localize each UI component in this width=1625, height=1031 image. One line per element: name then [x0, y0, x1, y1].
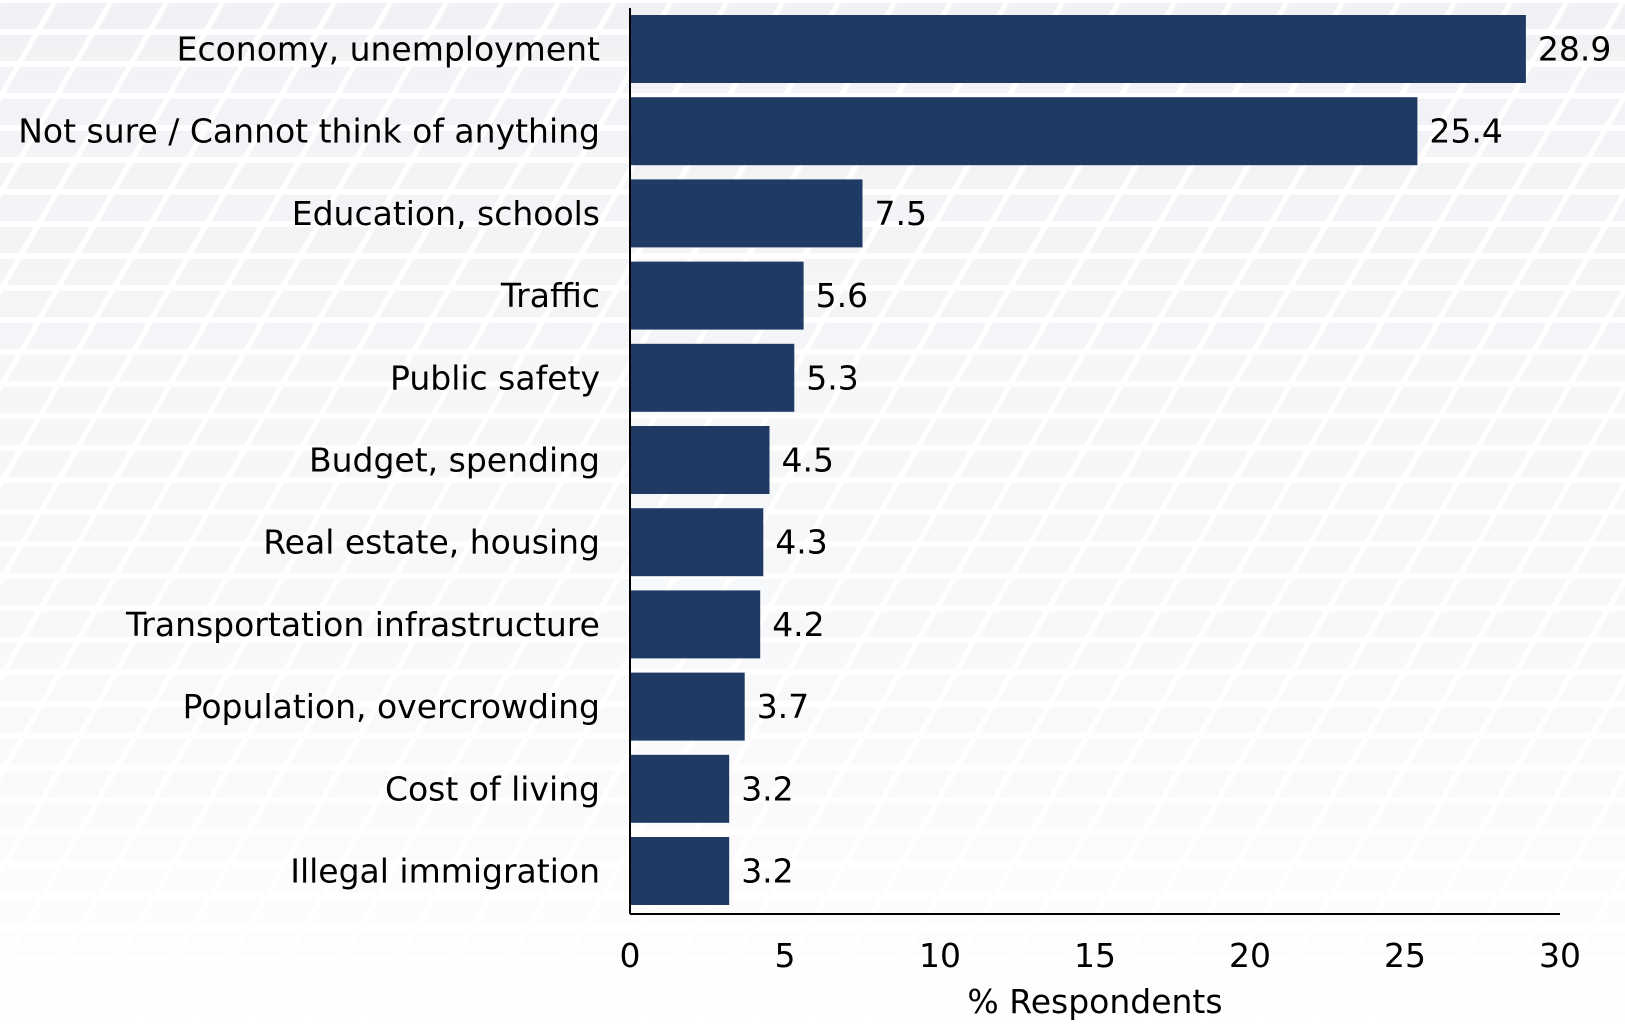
value-label: 25.4	[1429, 112, 1502, 151]
bar	[630, 590, 761, 659]
bar	[630, 15, 1526, 83]
category-label: Not sure / Cannot think of anything	[18, 112, 600, 151]
value-label: 4.2	[772, 605, 824, 644]
value-label: 28.9	[1538, 30, 1611, 69]
category-label: Real estate, housing	[263, 523, 600, 562]
bar	[630, 97, 1418, 166]
value-label: 7.5	[875, 194, 927, 233]
value-label: 3.7	[757, 687, 809, 726]
category-label: Transportation infrastructure	[125, 605, 600, 644]
category-label: Education, schools	[292, 194, 600, 233]
value-label: 3.2	[741, 852, 793, 891]
x-tick-label: 15	[1074, 936, 1116, 975]
bar	[630, 343, 795, 412]
category-label: Public safety	[390, 358, 600, 397]
value-label: 4.5	[782, 441, 834, 480]
category-label: Population, overcrowding	[183, 687, 600, 726]
bar	[630, 261, 804, 330]
category-label: Traffic	[500, 276, 600, 315]
bar	[630, 426, 770, 494]
bar	[630, 508, 764, 577]
x-tick-label: 30	[1539, 936, 1581, 975]
x-ticks-group: 0 5 10 15 20 25 30	[620, 936, 1582, 975]
value-label: 5.3	[806, 358, 858, 397]
x-tick-label: 0	[620, 936, 641, 975]
value-label: 5.6	[816, 276, 868, 315]
value-label: 3.2	[741, 769, 793, 808]
category-label: Economy, unemployment	[177, 30, 600, 69]
category-label: Illegal immigration	[290, 852, 600, 891]
x-tick-label: 5	[775, 936, 796, 975]
bar	[630, 837, 730, 905]
category-labels-group: Economy, unemployment Not sure / Cannot t…	[18, 30, 600, 891]
x-tick-label: 25	[1384, 936, 1426, 975]
category-label: Cost of living	[385, 769, 600, 808]
value-labels-group: 28.9 25.4 7.5 5.6 5.3 4.5 4.3 4.2 3.7 3.2 3.2	[741, 30, 1611, 891]
bar	[630, 754, 730, 823]
x-tick-label: 20	[1229, 936, 1271, 975]
bar	[630, 179, 863, 248]
category-label: Budget, spending	[309, 441, 600, 480]
value-label: 4.3	[775, 523, 827, 562]
bars-group	[630, 15, 1526, 905]
x-tick-label: 10	[919, 936, 961, 975]
bar	[630, 672, 745, 741]
x-axis-title: % Respondents	[967, 982, 1222, 1021]
